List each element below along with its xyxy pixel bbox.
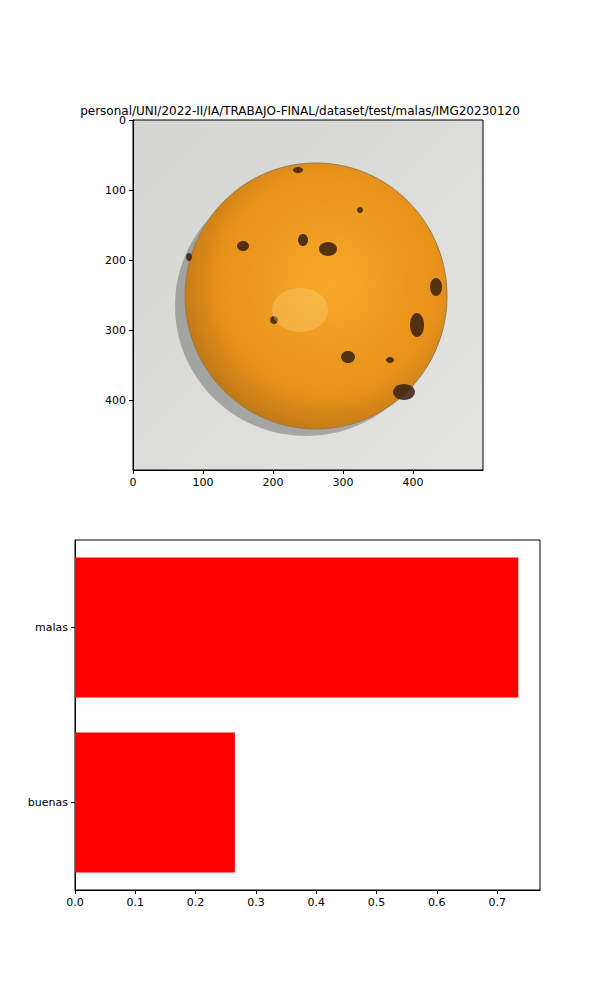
svg-text:0: 0 <box>130 476 137 489</box>
svg-text:400: 400 <box>105 394 126 407</box>
svg-text:0.0: 0.0 <box>66 896 84 909</box>
svg-text:100: 100 <box>105 184 126 197</box>
svg-text:300: 300 <box>105 324 126 337</box>
svg-text:0.2: 0.2 <box>187 896 205 909</box>
svg-text:200: 200 <box>105 254 126 267</box>
svg-text:400: 400 <box>403 476 424 489</box>
svg-text:malas: malas <box>35 621 68 634</box>
svg-text:personal/UNI/2022-II/IA/TRABAJ: personal/UNI/2022-II/IA/TRABAJO-FINAL/da… <box>80 104 520 118</box>
svg-text:0.7: 0.7 <box>488 896 506 909</box>
svg-text:0.3: 0.3 <box>247 896 265 909</box>
svg-text:100: 100 <box>193 476 214 489</box>
svg-text:0.6: 0.6 <box>428 896 446 909</box>
svg-text:0.5: 0.5 <box>368 896 386 909</box>
svg-text:buenas: buenas <box>28 796 68 809</box>
svg-text:0.1: 0.1 <box>127 896 145 909</box>
svg-text:200: 200 <box>263 476 284 489</box>
svg-text:0.4: 0.4 <box>307 896 325 909</box>
svg-text:300: 300 <box>333 476 354 489</box>
svg-text:0: 0 <box>119 114 126 127</box>
